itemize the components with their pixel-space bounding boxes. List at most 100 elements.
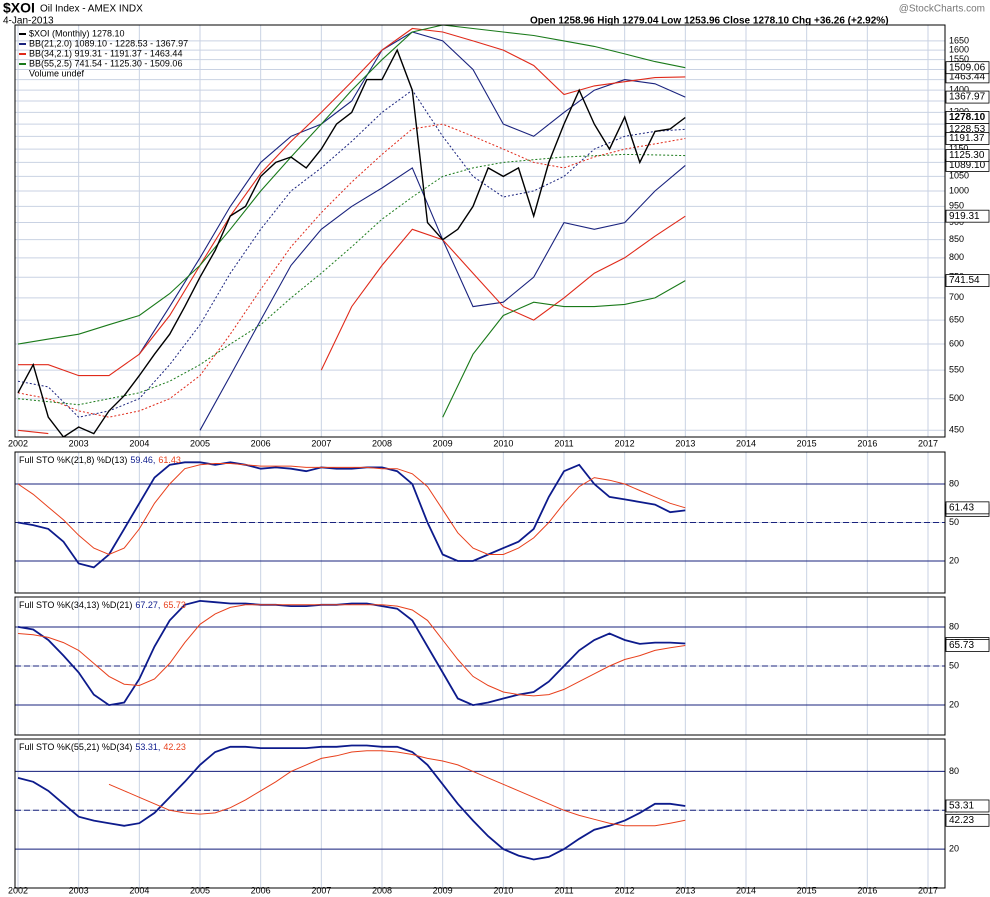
value-label: 1367.97	[949, 92, 986, 103]
y-tick-label: 50	[949, 517, 959, 527]
quote: Open 1258.96 High 1279.04 Low 1253.96 Cl…	[530, 16, 889, 27]
x-tick-label: 2009	[433, 438, 453, 448]
y-tick-label: 650	[949, 314, 964, 324]
sto-line	[17, 463, 686, 556]
value-box	[945, 813, 990, 827]
legend-label: 42.23	[163, 742, 186, 752]
x-tick-label: 2008	[372, 885, 392, 895]
y-tick-label: 1000	[949, 185, 969, 195]
band-lower	[442, 280, 686, 418]
sto-line	[17, 461, 686, 569]
value-box	[945, 209, 990, 223]
value-label: 919.31	[949, 211, 980, 222]
y-tick-label: 1400	[949, 85, 969, 95]
plot-area	[17, 25, 686, 437]
value-label: 1228.53	[949, 124, 986, 135]
y-tick-label: 1600	[949, 45, 969, 55]
panel-frame	[14, 596, 946, 736]
plot-area	[17, 599, 686, 707]
x-tick-label: 2016	[857, 438, 877, 448]
y-tick-label: 950	[949, 201, 964, 211]
x-tick-label: 2010	[493, 885, 513, 895]
panel-bg	[15, 739, 945, 888]
legend-label: BB(21,2.0) 1089.10 - 1228.53 - 1367.97	[29, 38, 188, 48]
x-tick-label: 2006	[251, 885, 271, 895]
x-tick-label: 2006	[251, 438, 271, 448]
x-tick-label: 2013	[675, 438, 695, 448]
legend-label: 59.46,	[130, 455, 155, 465]
x-tick-label: 2013	[675, 885, 695, 895]
y-tick-label: 50	[949, 660, 959, 670]
value-box	[945, 799, 990, 813]
date: 4-Jan-2013	[3, 16, 54, 27]
value-label: 53.31	[949, 801, 974, 812]
value-box	[945, 149, 990, 163]
credit: @StockCharts.com	[899, 4, 985, 15]
x-tick-label: 2012	[615, 885, 635, 895]
panel-title: Full STO %K(21,8) %D(13)	[19, 455, 127, 465]
y-tick-label: 450	[949, 425, 964, 435]
x-tick-label: 2003	[69, 438, 89, 448]
value-box	[945, 501, 990, 515]
sto-line	[108, 750, 686, 827]
y-tick-label: 1050	[949, 171, 969, 181]
y-tick-label: 1150	[949, 143, 968, 153]
panel-label: Full STO %K(21,8) %D(13) 59.46, 61.43	[19, 455, 181, 465]
sto-line	[17, 744, 686, 861]
x-tick-label: 2012	[615, 438, 635, 448]
value-box	[945, 111, 990, 124]
value-label: 1125.30	[949, 150, 985, 161]
x-tick-label: 2009	[433, 885, 453, 895]
panel-bg	[15, 25, 945, 437]
value-label: 61.43	[949, 502, 974, 513]
legend-label: 65.73	[163, 600, 186, 610]
legend-note: Volume undef	[29, 68, 85, 78]
x-tick-label: 2004	[129, 438, 149, 448]
x-tick-label: 2015	[797, 885, 817, 895]
x-tick-label: 2003	[69, 885, 89, 895]
x-tick-label: 2017	[918, 438, 938, 448]
y-tick-label: 550	[949, 365, 964, 375]
legend-label: 61.43	[158, 455, 181, 465]
value-box	[945, 132, 990, 145]
x-tick-label: 2010	[493, 438, 513, 448]
y-tick-label: 20	[949, 699, 959, 709]
value-label: 1191.37	[949, 133, 985, 144]
x-tick-label: 2014	[736, 438, 756, 448]
price-line	[17, 48, 686, 437]
value-label: 1278.10	[949, 112, 986, 123]
x-tick-label: 2004	[129, 885, 149, 895]
band-lower	[17, 215, 686, 435]
value-label: 65.73	[949, 640, 974, 651]
legend-label: $XOI (Monthly) 1278.10	[29, 28, 125, 38]
value-label: 741.54	[949, 275, 980, 286]
value-label: 42.23	[949, 815, 974, 826]
band-upper	[18, 27, 686, 377]
plot-area	[17, 461, 686, 569]
value-label: 1463.44	[949, 72, 986, 83]
panel-label: Full STO %K(55,21) %D(34) 53.31, 42.23	[19, 742, 186, 752]
y-tick-label: 700	[949, 292, 964, 302]
panel-frame	[14, 738, 946, 889]
value-box	[945, 274, 990, 287]
sto-line	[17, 604, 686, 697]
panel-title: Full STO %K(34,13) %D(21)	[19, 600, 132, 610]
band-middle	[17, 89, 686, 418]
subtitle: Oil Index - AMEX INDX	[40, 4, 143, 15]
panel-frame	[14, 24, 946, 438]
y-tick-label: 1550	[949, 54, 969, 64]
x-tick-label: 2005	[190, 885, 210, 895]
x-tick-label: 2002	[8, 438, 28, 448]
band-upper	[17, 25, 686, 345]
band-middle	[17, 153, 686, 406]
x-tick-label: 2015	[797, 438, 817, 448]
x-tick-label: 2002	[8, 885, 28, 895]
value-box	[945, 90, 990, 104]
y-tick-label: 20	[949, 844, 959, 854]
y-tick-label: 80	[949, 621, 959, 631]
x-tick-label: 2007	[311, 885, 331, 895]
x-tick-label: 2017	[918, 885, 938, 895]
legend-label: 67.27,	[135, 600, 160, 610]
y-tick-label: 80	[949, 766, 959, 776]
